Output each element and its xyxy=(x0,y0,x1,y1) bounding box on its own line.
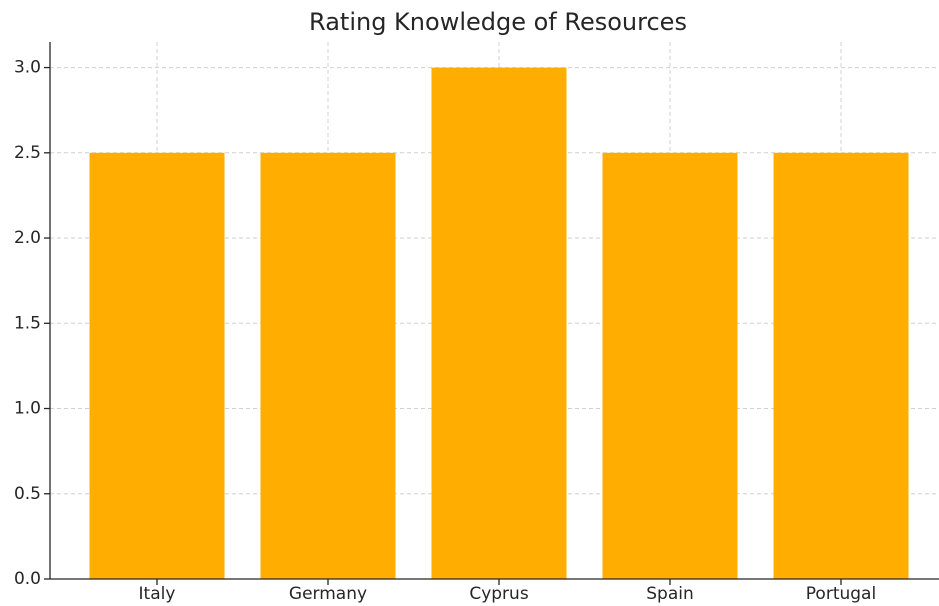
y-tick-label: 0.0 xyxy=(14,569,41,589)
chart-title: Rating Knowledge of Resources xyxy=(309,8,687,36)
bar xyxy=(89,152,225,580)
y-tick-label: 2.5 xyxy=(14,143,41,163)
y-tick-label: 0.5 xyxy=(14,484,41,504)
x-tick-label: Germany xyxy=(289,584,367,604)
bar xyxy=(431,67,567,580)
y-tick-label: 2.0 xyxy=(14,228,41,248)
bar xyxy=(602,152,738,580)
y-tick-label: 3.0 xyxy=(14,58,41,78)
x-tick-label: Italy xyxy=(139,584,176,604)
y-tick-label: 1.0 xyxy=(14,399,41,419)
x-tick-label: Portugal xyxy=(806,584,876,604)
bar xyxy=(260,152,396,580)
x-tick-label: Spain xyxy=(646,584,694,604)
x-tick-label: Cyprus xyxy=(469,584,528,604)
y-tick-label: 1.5 xyxy=(14,313,41,333)
bar xyxy=(773,152,909,580)
